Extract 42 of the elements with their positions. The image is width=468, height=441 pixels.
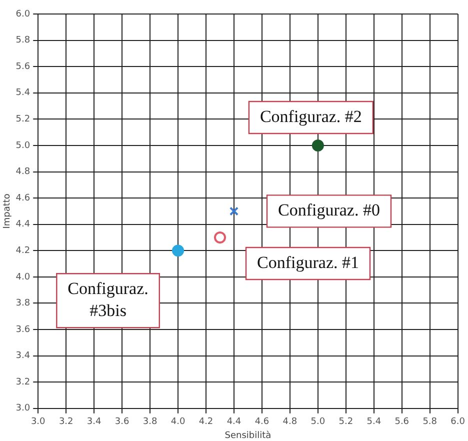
- x-tick-label: 4.0: [170, 417, 186, 428]
- x-tick-label: 4.2: [198, 417, 214, 428]
- x-axis-title: Sensibilità: [224, 430, 272, 441]
- y-tick-label: 4.0: [16, 272, 30, 282]
- x-tick-label: 5.6: [394, 417, 410, 428]
- y-tick-label: 5.2: [16, 114, 30, 125]
- y-tick-label: 4.4: [16, 220, 30, 230]
- x-tick-label: 3.4: [86, 417, 102, 428]
- annotation: Configuraz. #1: [257, 252, 359, 272]
- y-tick-label: 6.0: [16, 9, 30, 20]
- point: [312, 139, 324, 152]
- x-tick-label: 6.0: [450, 417, 466, 428]
- y-tick-label: 3.6: [16, 324, 30, 335]
- x-tick-label: 3.0: [30, 417, 46, 428]
- y-tick-label: 4.2: [16, 246, 30, 256]
- x-tick-label: 3.6: [114, 417, 130, 428]
- y-tick-label: 5.4: [16, 88, 30, 98]
- y-tick-label: 5.0: [16, 140, 30, 151]
- y-tick-label: 5.8: [16, 36, 30, 46]
- annotation: Configuraz. #2: [260, 106, 362, 126]
- point: [172, 244, 184, 257]
- x-tick-label: 3.8: [142, 417, 158, 428]
- x-tick-label: 5.8: [422, 417, 438, 428]
- annotation: Configuraz. #3bis: [68, 279, 148, 320]
- x-tick-label: 4.6: [254, 417, 270, 428]
- y-tick-label: 4.8: [16, 167, 30, 178]
- x-tick-label: 4.4: [226, 417, 242, 428]
- y-tick-label: 3.8: [16, 298, 30, 309]
- y-tick-label: 5.6: [16, 62, 30, 72]
- x-tick-label: 5.0: [310, 417, 326, 428]
- point: [214, 231, 226, 244]
- y-tick-label: 3.2: [16, 377, 30, 388]
- y-tick-label: 4.6: [16, 193, 30, 204]
- x-tick-label: 5.4: [366, 417, 382, 428]
- point: [229, 206, 239, 216]
- x-tick-label: 3.2: [58, 417, 74, 428]
- x-tick-label: 5.2: [338, 417, 354, 428]
- y-tick-label: 3.4: [16, 351, 30, 362]
- annotation: Configuraz. #0: [278, 200, 380, 220]
- y-tick-label: 3.0: [16, 404, 30, 414]
- x-tick-label: 4.8: [282, 417, 298, 428]
- y-axis-title: Impatto: [2, 193, 13, 229]
